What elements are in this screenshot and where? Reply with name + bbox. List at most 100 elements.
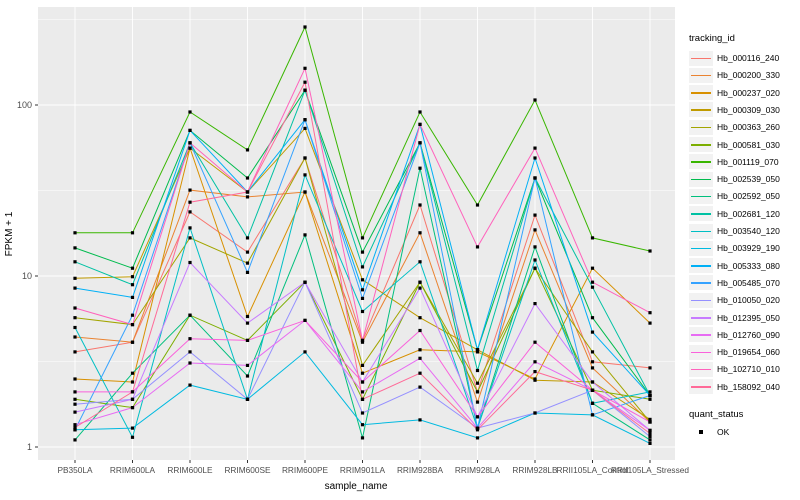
data-point-Hb_005485_070 [303,118,307,122]
data-point-Hb_000116_240 [188,210,192,214]
data-point-Hb_003540_120 [418,260,422,264]
data-point-Hb_019654_060 [303,318,307,322]
data-point-Hb_012395_050 [303,280,307,284]
data-point-Hb_005333_080 [475,348,480,352]
data-point-Hb_002681_120 [475,368,480,373]
x-tick-label: RRII105LA_Stressed [611,465,689,475]
data-point-Hb_003929_190 [130,426,135,430]
data-point-Hb_001119_070 [533,98,537,102]
data-point-Hb_005333_080 [73,286,77,290]
data-point-Hb_000237_020 [360,371,365,375]
data-point-Hb_000363_260 [590,350,595,354]
data-point-Hb_012395_050 [245,321,250,325]
data-point-Hb_010050_020 [188,350,192,354]
data-point-Hb_003929_190 [475,436,480,440]
data-point-Hb_000363_260 [360,363,365,367]
data-point-Hb_158092_040 [533,370,537,374]
x-tick-label: RRIM600LE [167,465,213,475]
data-point-Hb_000116_240 [73,350,77,354]
data-point-Hb_002681_120 [130,283,135,287]
data-point-Hb_012760_090 [188,361,192,365]
data-point-Hb_000200_330 [360,340,365,344]
data-point-Hb_000363_260 [475,381,480,385]
data-point-Hb_005333_080 [130,295,135,299]
data-point-Hb_000200_330 [130,340,135,344]
data-point-Hb_000309_030 [360,278,365,282]
data-point-Hb_002681_120 [303,88,307,92]
data-point-Hb_002681_120 [73,260,77,264]
data-point-Hb_000309_030 [130,275,135,279]
data-point-Hb_019654_060 [188,337,192,341]
data-point-Hb_003540_120 [130,435,135,439]
data-point-Hb_000200_330 [73,335,77,339]
data-point-Hb_000200_330 [188,188,192,192]
data-point-Hb_000309_030 [303,126,307,130]
data-point-Hb_005333_080 [188,128,192,132]
data-point-Hb_002592_050 [73,438,77,442]
data-point-Hb_002592_050 [245,374,250,378]
data-point-Hb_002539_050 [130,266,135,270]
data-point-Hb_019654_060 [245,338,250,342]
data-point-Hb_005485_070 [73,428,77,432]
data-point-Hb_005485_070 [245,270,250,274]
data-point-Hb_158092_040 [360,397,365,401]
data-point-Hb_019654_060 [418,328,422,333]
data-point-Hb_000363_260 [73,316,77,320]
data-point-Hb_010050_020 [360,411,365,415]
x-axis-title: sample_name [325,481,388,492]
data-point-Hb_158092_040 [73,425,77,430]
data-point-Hb_003929_190 [648,441,652,445]
data-point-Hb_000237_020 [303,190,307,194]
data-point-Hb_002539_050 [360,250,365,254]
data-point-Hb_102710_010 [648,311,652,315]
data-point-Hb_012395_050 [533,302,537,306]
data-point-Hb_000363_260 [303,156,307,160]
quant-ok-label: OK [717,426,730,437]
x-tick-label: RRIM928BA [397,465,444,475]
data-point-Hb_012395_050 [130,397,135,401]
data-point-Hb_005485_070 [130,313,135,317]
data-point-Hb_012760_090 [130,406,135,410]
x-tick-label: RRIM901LA [340,465,386,475]
data-point-Hb_000237_020 [590,266,595,270]
data-point-Hb_002681_120 [590,285,595,289]
data-point-Hb_002681_120 [245,236,250,240]
data-point-Hb_003540_120 [188,226,192,230]
data-point-Hb_158092_040 [303,80,307,84]
data-point-Hb_000309_030 [73,276,77,280]
axes: 1 10 100 PB350LA RRIM600LA RRIM600LE RRIM600SE… [17,100,689,475]
data-point-Hb_019654_060 [73,390,77,394]
data-point-Hb_012760_090 [73,423,77,427]
data-point-Hb_003540_120 [360,309,365,314]
data-point-Hb_005485_070 [360,296,365,300]
data-point-Hb_005333_080 [533,156,537,160]
data-point-Hb_002592_050 [648,438,652,442]
x-tick-label: RRII105LA_Control [557,465,629,475]
data-point-Hb_010050_020 [73,402,77,406]
data-point-Hb_012760_090 [418,356,422,360]
data-point-Hb_001119_070 [130,231,135,235]
data-point-Hb_012395_050 [188,260,192,265]
data-points [73,25,652,445]
y-tick-label: 100 [17,100,32,110]
data-point-Hb_002681_120 [360,265,365,269]
data-point-Hb_102710_010 [475,245,480,249]
data-point-Hb_012395_050 [418,286,422,290]
data-point-Hb_000237_020 [418,348,422,352]
data-point-Hb_158092_040 [475,428,480,432]
data-point-Hb_001119_070 [475,203,480,207]
data-point-Hb_019654_060 [360,380,365,384]
data-point-Hb_001119_070 [590,236,595,240]
data-point-Hb_158092_040 [188,200,192,204]
data-point-Hb_000363_260 [245,261,250,265]
data-point-Hb_000581_030 [418,280,422,284]
data-point-Hb_158092_040 [590,388,595,392]
black-square-point-icon [698,429,703,434]
data-point-Hb_000309_030 [188,146,192,150]
data-point-Hb_102710_010 [73,306,77,310]
data-point-Hb_012395_050 [73,410,77,414]
data-point-Hb_000116_240 [648,366,652,370]
data-point-Hb_019654_060 [475,415,480,419]
legend-title-quant-status: quant_status [689,409,744,420]
x-tick-label: RRIM928LA [455,465,501,475]
